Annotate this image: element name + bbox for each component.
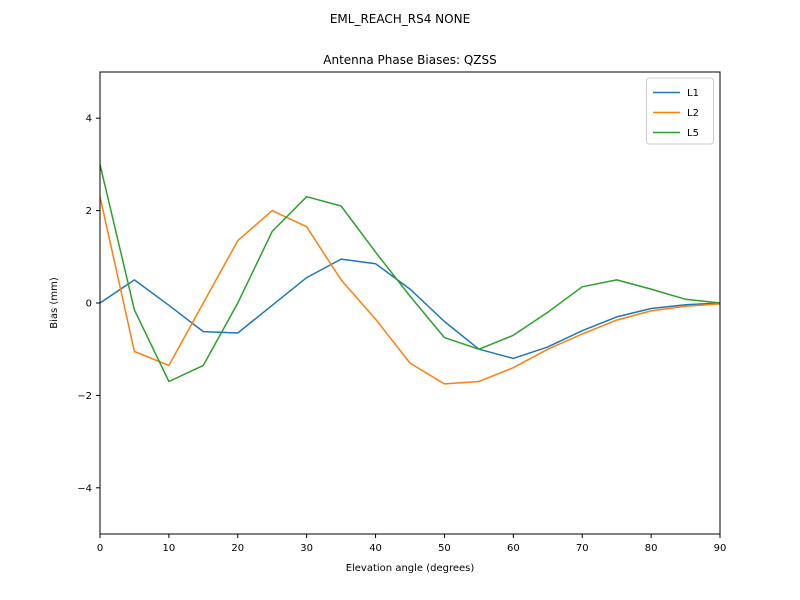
series-line-L1 [99, 258, 721, 360]
x-tick-label: 40 [369, 543, 382, 554]
axes-frame [99, 71, 721, 535]
x-tick-label: 50 [438, 543, 451, 554]
plot-lines [99, 164, 721, 385]
x-tick-label: 80 [645, 543, 658, 554]
legend: L1 L2 L5 [646, 77, 714, 145]
legend-label-L1: L1 [687, 88, 699, 99]
legend-box [646, 77, 714, 145]
y-tick-label: −4 [77, 483, 92, 494]
series-line-L2 [99, 196, 721, 385]
y-tick-label: 2 [86, 206, 92, 217]
x-tick-label: 60 [507, 543, 520, 554]
x-axis-ticks: 0 10 20 30 40 50 60 70 80 90 [97, 534, 727, 554]
y-axis-ticks: −4 −2 0 2 4 [77, 114, 100, 494]
x-tick-label: 20 [231, 543, 244, 554]
x-tick-label: 70 [576, 543, 589, 554]
x-tick-label: 90 [714, 543, 727, 554]
y-tick-label: 0 [86, 299, 92, 310]
series-line-L5 [99, 164, 721, 383]
legend-label-L2: L2 [687, 108, 699, 119]
figure-suptitle: EML_REACH_RS4 NONE [330, 12, 470, 26]
x-axis-label: Elevation angle (degrees) [346, 563, 475, 574]
x-tick-label: 10 [163, 543, 176, 554]
x-tick-label: 0 [97, 543, 103, 554]
y-tick-label: 4 [86, 114, 92, 125]
legend-label-L5: L5 [687, 128, 699, 139]
axes-title: Antenna Phase Biases: QZSS [323, 53, 497, 67]
y-axis-label: Bias (mm) [49, 277, 60, 329]
y-tick-label: −2 [77, 391, 92, 402]
x-tick-label: 30 [300, 543, 313, 554]
